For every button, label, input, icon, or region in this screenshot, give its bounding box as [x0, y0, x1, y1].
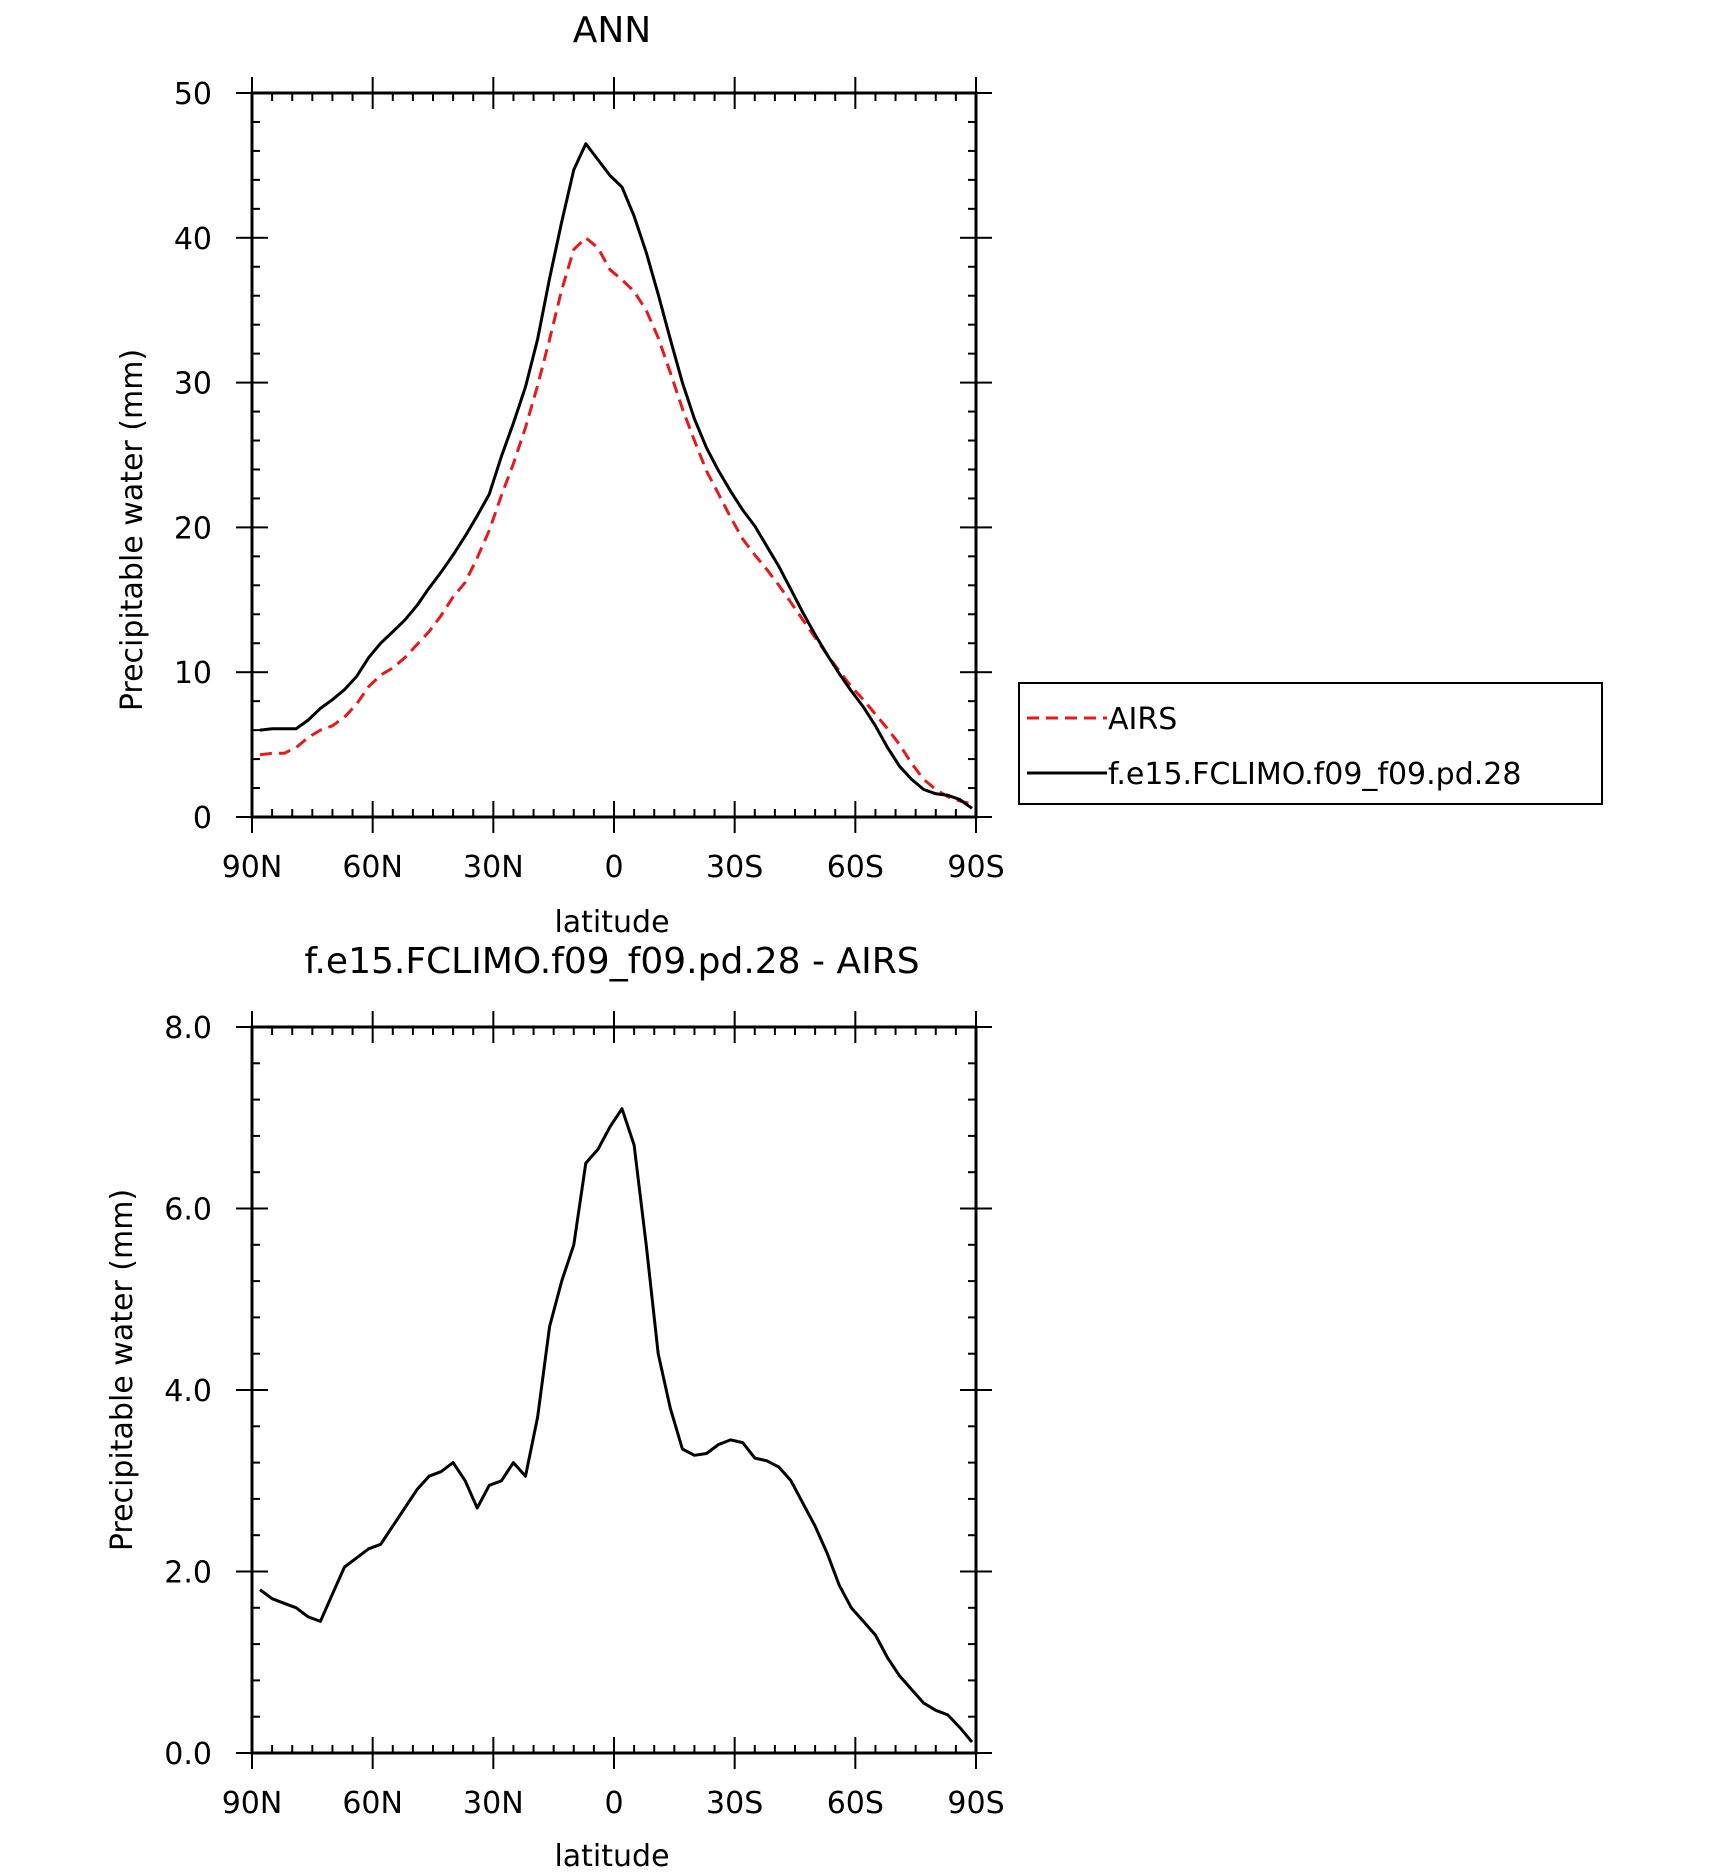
y-tick-label: 2.0 — [164, 1556, 212, 1591]
chart-title: ANN — [573, 10, 652, 51]
x-tick-label: 30N — [463, 850, 524, 885]
x-tick-label: 60S — [827, 850, 884, 885]
plot-frame — [250, 1025, 978, 1755]
y-tick-label: 0.0 — [164, 1737, 212, 1772]
y-axis-label: Precipitable water (mm) — [105, 1189, 140, 1551]
y-tick-label: 20 — [174, 511, 212, 546]
x-tick-label: 90S — [947, 1786, 1004, 1821]
legend-label-airs: AIRS — [1108, 702, 1177, 737]
y-tick-label: 10 — [174, 656, 212, 691]
chart-title: f.e15.FCLIMO.f09_f09.pd.28 - AIRS — [304, 941, 919, 982]
x-tick-label: 0 — [604, 850, 623, 885]
x-tick-label: 0 — [604, 1786, 623, 1821]
series-line-2 — [259, 142, 973, 810]
x-tick-label: 30S — [706, 1786, 763, 1821]
plot-area: 90N 60N 30N 0 30S 60S 90S 0 10 20 30 40 50 — [174, 77, 1005, 885]
y-tick-label: 6.0 — [164, 1193, 212, 1228]
y-tick-label: 4.0 — [164, 1374, 212, 1409]
x-axis-label: latitude — [554, 905, 669, 940]
y-tick-label: 30 — [174, 367, 212, 402]
y-axis-label: Precipitable water (mm) — [115, 349, 150, 711]
x-tick-label: 30S — [706, 850, 763, 885]
y-tick-label: 8.0 — [164, 1011, 212, 1046]
x-tick-label: 30N — [463, 1786, 524, 1821]
x-tick-label: 90N — [222, 1786, 283, 1821]
y-tick-label: 50 — [174, 77, 212, 112]
series-line-1 — [259, 236, 973, 806]
legend-box — [1018, 682, 1603, 805]
x-tick-label: 90N — [222, 850, 283, 885]
legend-label-model: f.e15.FCLIMO.f09_f09.pd.28 — [1108, 757, 1521, 792]
x-tick-label: 60S — [827, 1786, 884, 1821]
plot-frame — [250, 91, 978, 819]
y-tick-label: 40 — [174, 222, 212, 257]
series-line-1 — [259, 1107, 974, 1744]
y-tick-label: 0 — [193, 801, 212, 836]
x-tick-label: 60N — [342, 850, 403, 885]
x-tick-label: 90S — [947, 850, 1004, 885]
x-axis-label: latitude — [554, 1839, 669, 1872]
x-tick-label: 60N — [342, 1786, 403, 1821]
legend: AIRS f.e15.FCLIMO.f09_f09.pd.28 — [1018, 682, 1603, 805]
plot-area: 90N 60N 30N 0 30S 60S 90S 0.0 2.0 4.0 6.0 8.0 — [164, 1011, 1005, 1821]
chart-panel-annual: ANN 90N 60N 30N 0 30S 60S 90S 0 10 20 30 40 50 latit… — [115, 10, 1603, 940]
chart-panel-difference: f.e15.FCLIMO.f09_f09.pd.28 - AIRS 90N 60N… — [105, 941, 1005, 1872]
